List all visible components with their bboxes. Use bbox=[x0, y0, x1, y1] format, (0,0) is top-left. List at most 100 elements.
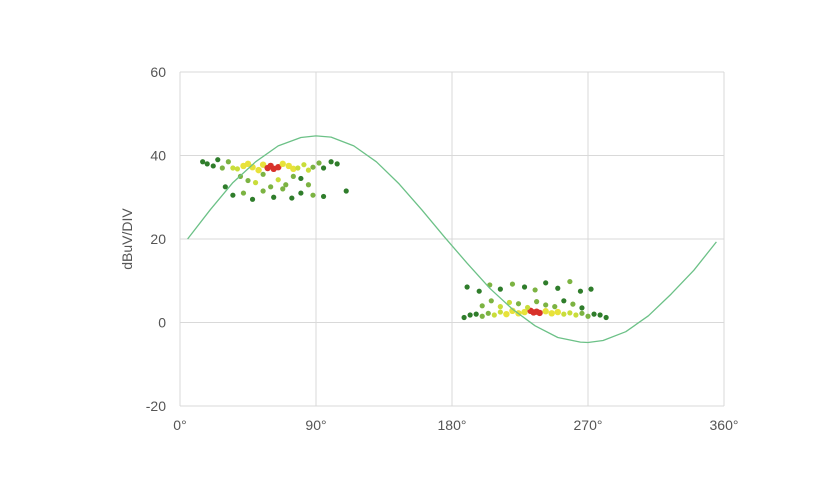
scatter-point bbox=[290, 173, 296, 179]
scatter-point bbox=[289, 195, 295, 201]
scatter-point bbox=[548, 310, 555, 317]
scatter-point bbox=[252, 180, 259, 186]
scatter-point bbox=[521, 284, 528, 290]
x-tick-label: 180° bbox=[438, 417, 467, 433]
scatter-point bbox=[298, 175, 304, 182]
scatter-point bbox=[268, 184, 274, 190]
scatter-point bbox=[200, 159, 206, 165]
scatter-point bbox=[497, 309, 503, 315]
scatter-point bbox=[285, 162, 292, 170]
x-tick-label: 0° bbox=[173, 417, 186, 433]
scatter-point bbox=[476, 288, 482, 294]
scatter-points bbox=[200, 157, 609, 321]
scatter-point bbox=[295, 165, 301, 171]
y-tick-label: 40 bbox=[150, 148, 166, 164]
scatter-point bbox=[249, 196, 256, 202]
y-axis-label: dBuV/DIV bbox=[119, 208, 135, 270]
scatter-point bbox=[488, 298, 494, 304]
scatter-point bbox=[328, 159, 334, 165]
y-tick-label: 20 bbox=[150, 231, 166, 247]
scatter-point bbox=[543, 302, 549, 308]
scatter-point bbox=[588, 286, 594, 292]
scatter-point bbox=[305, 182, 312, 188]
scatter-point bbox=[554, 308, 561, 316]
scatter-point bbox=[320, 193, 327, 200]
sine-line bbox=[187, 135, 717, 344]
scatter-point bbox=[597, 312, 603, 318]
scatter-point bbox=[222, 184, 228, 190]
scatter-point bbox=[479, 313, 485, 319]
scatter-point bbox=[461, 314, 467, 321]
y-tick-label: 0 bbox=[158, 315, 166, 331]
scatter-point bbox=[577, 288, 584, 294]
scatter-point bbox=[244, 160, 252, 168]
scatter-point bbox=[570, 301, 576, 307]
scatter-point bbox=[497, 304, 503, 310]
scatter-point bbox=[305, 167, 312, 173]
scatter-point bbox=[271, 194, 277, 200]
scatter-point bbox=[579, 305, 585, 311]
scatter-point bbox=[298, 190, 304, 196]
scatter-point bbox=[260, 171, 266, 177]
x-tick-labels: 0° 90° 180° 270° 360° bbox=[173, 417, 738, 433]
scatter-point bbox=[555, 285, 561, 291]
scatter-point bbox=[491, 312, 497, 318]
scatter-point bbox=[279, 160, 286, 168]
y-tick-label: 60 bbox=[150, 64, 166, 80]
y-tick-labels: -20 0 20 40 60 bbox=[146, 64, 166, 414]
scatter-point bbox=[506, 299, 513, 306]
y-tick-label: -20 bbox=[146, 398, 166, 414]
scatter-point bbox=[585, 313, 591, 319]
scatter-point bbox=[473, 311, 479, 317]
scatter-point bbox=[275, 163, 282, 171]
scatter-point bbox=[280, 186, 286, 192]
scatter-point bbox=[509, 307, 516, 315]
scatter-point bbox=[464, 284, 470, 290]
scatter-point bbox=[503, 310, 510, 318]
scatter-point bbox=[219, 165, 225, 171]
sine-curve bbox=[187, 135, 717, 344]
scatter-point bbox=[240, 190, 247, 196]
scatter-point bbox=[283, 182, 289, 188]
scatter-point bbox=[310, 192, 316, 198]
scatter-point bbox=[552, 304, 558, 310]
scatter-point bbox=[567, 310, 573, 316]
scatter-point bbox=[542, 308, 549, 315]
scatter-point bbox=[532, 287, 538, 293]
scatter-point bbox=[509, 281, 516, 287]
scatter-point bbox=[515, 301, 522, 307]
scatter-point bbox=[543, 280, 549, 286]
x-tick-label: 360° bbox=[710, 417, 739, 433]
scatter-point bbox=[524, 304, 531, 311]
scatter-point bbox=[479, 303, 485, 309]
scatter-point bbox=[225, 159, 231, 165]
scatter-point bbox=[561, 298, 567, 304]
scatter-point bbox=[521, 308, 528, 316]
scatter-point bbox=[320, 165, 327, 171]
grid bbox=[179, 71, 725, 407]
scatter-point bbox=[467, 312, 473, 318]
scatter-point bbox=[573, 312, 579, 318]
scatter-point bbox=[310, 164, 316, 170]
scatter-point bbox=[334, 161, 340, 167]
scatter-point bbox=[301, 162, 307, 168]
scatter-point bbox=[561, 311, 567, 317]
scatter-point bbox=[234, 166, 241, 172]
scatter-point bbox=[485, 310, 491, 316]
scatter-point bbox=[245, 177, 251, 184]
scatter-point bbox=[259, 161, 267, 168]
scatter-point bbox=[579, 310, 585, 316]
scatter-point bbox=[290, 165, 297, 173]
scatter-point bbox=[497, 286, 503, 292]
scatter-point bbox=[567, 278, 573, 285]
scatter-point bbox=[343, 188, 349, 194]
scatter-point bbox=[230, 192, 236, 198]
scatter-point bbox=[260, 188, 266, 194]
scatter-point bbox=[204, 161, 210, 167]
x-tick-label: 270° bbox=[574, 417, 603, 433]
scatter-point bbox=[534, 299, 540, 305]
scatter-point bbox=[230, 165, 236, 171]
scatter-point bbox=[316, 160, 322, 166]
